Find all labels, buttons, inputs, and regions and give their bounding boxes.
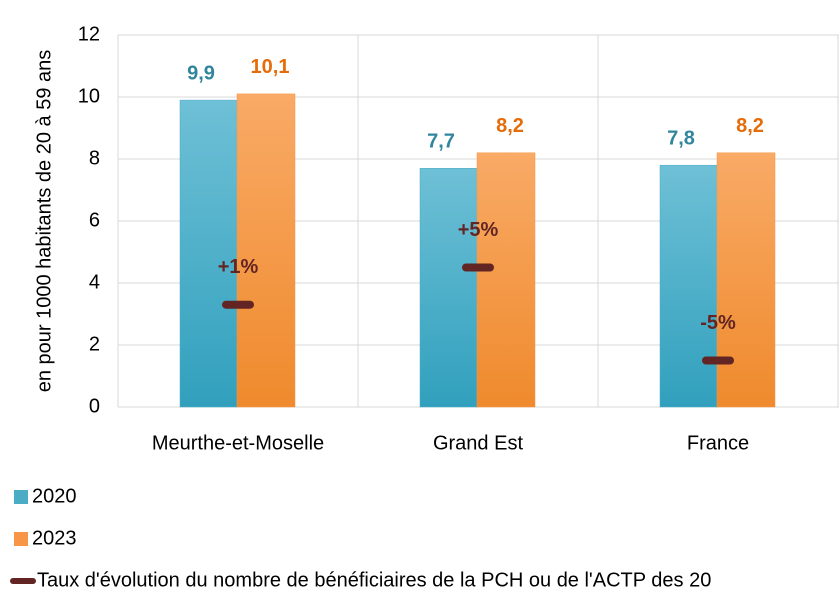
y-axis-label: en pour 1000 habitants de 20 à 59 ans (33, 50, 55, 393)
x-tick-label: Grand Est (433, 432, 523, 454)
bar-label: 8,2 (496, 115, 524, 137)
x-tick-label: France (687, 432, 749, 454)
bar (476, 152, 536, 408)
bar (659, 164, 719, 408)
bar (236, 93, 296, 408)
legend-label: 2020 (32, 485, 77, 507)
legend-label: Taux d'évolution du nombre de bénéficiai… (37, 569, 711, 589)
rate-label: +1% (218, 256, 259, 278)
y-tick-label: 2 (89, 333, 100, 355)
bar-label: 8,2 (736, 115, 764, 137)
bar-label: 7,7 (427, 131, 455, 153)
bar-label: 9,9 (187, 62, 215, 84)
y-tick-label: 12 (78, 23, 100, 45)
bar (419, 168, 479, 408)
y-tick-label: 10 (78, 85, 100, 107)
legend-label: 2023 (32, 527, 77, 549)
legend-swatch (14, 532, 28, 546)
bar (716, 152, 776, 408)
y-tick-label: 4 (89, 271, 100, 293)
bar (179, 99, 239, 408)
rate-label: -5% (700, 312, 736, 334)
y-tick-label: 0 (89, 395, 100, 417)
legend-swatch (14, 490, 28, 504)
rate-label: +5% (458, 219, 499, 241)
bar-label: 10,1 (251, 56, 290, 78)
y-tick-label: 8 (89, 147, 100, 169)
y-tick-label: 6 (89, 209, 100, 231)
bar-label: 7,8 (667, 127, 695, 149)
x-tick-label: Meurthe-et-Moselle (152, 432, 324, 454)
